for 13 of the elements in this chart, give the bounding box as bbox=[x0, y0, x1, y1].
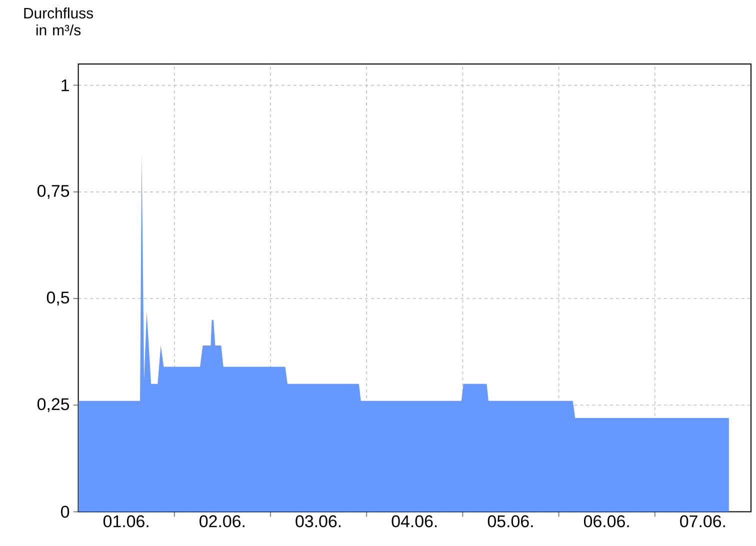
y-tick-label: 0,75 bbox=[37, 185, 70, 200]
x-tick-label: 06.06. bbox=[584, 515, 629, 528]
x-tick-label: 07.06. bbox=[680, 515, 725, 528]
x-tick-label: 04.06. bbox=[392, 515, 437, 528]
x-tick-label: 01.06. bbox=[103, 515, 148, 528]
y-tick-label: 0,5 bbox=[46, 292, 70, 306]
x-tick-label: 03.06. bbox=[296, 515, 341, 528]
y-axis-title: Durchfluss in m³/s bbox=[24, 8, 94, 36]
x-tick-label: 02.06. bbox=[200, 515, 244, 528]
y-tick-label: 0,25 bbox=[37, 398, 70, 412]
x-tick-label: 05.06. bbox=[488, 515, 533, 528]
y-tick-label: 1 bbox=[62, 80, 69, 92]
y-tick-label: 0 bbox=[61, 506, 70, 518]
